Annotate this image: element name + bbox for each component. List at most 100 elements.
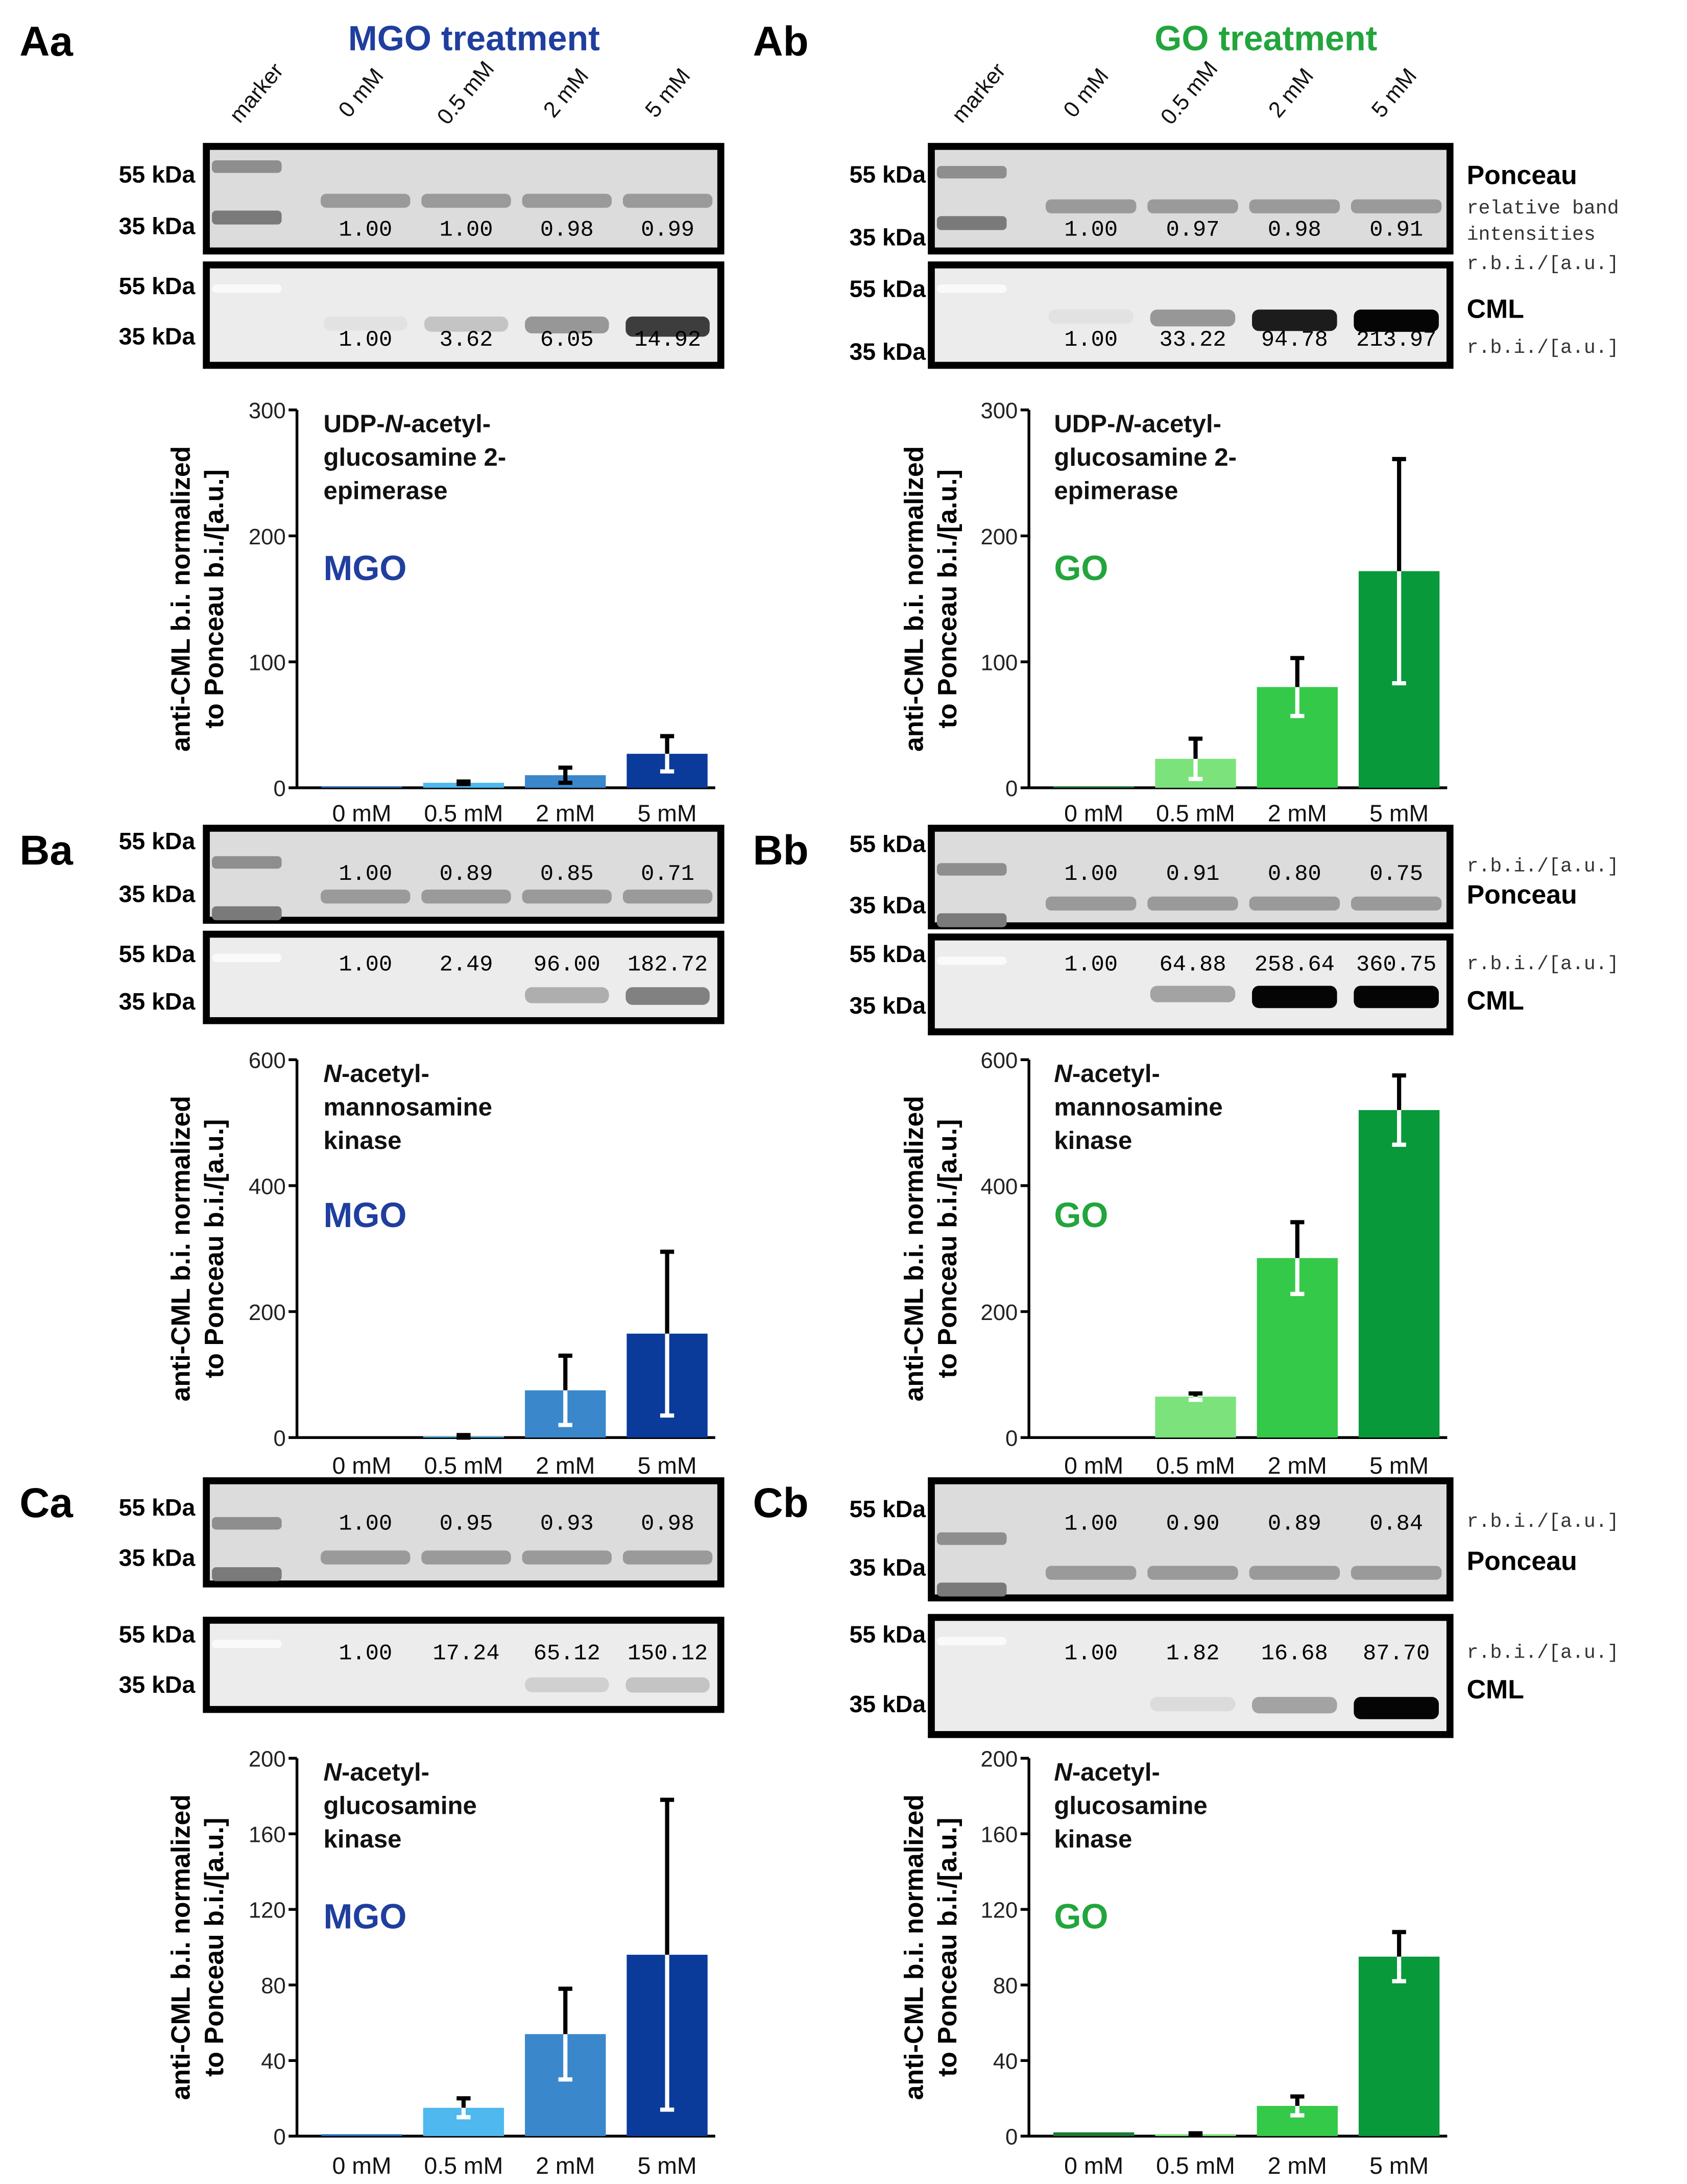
cml-band [1150,986,1236,1002]
y-tick-label: 0 [273,2125,285,2150]
cml-band [1354,309,1439,332]
y-tick-label: 200 [980,524,1018,549]
cml-rbi-value: 2.49 [440,952,493,977]
bar-0 [1053,2132,1135,2137]
blot-panel-Aa: Aa marker 0 mM 0.5 mM 2 mM 5 mM 1.00 1.00 0.98 0.… [19,18,725,369]
kda-35-label: 35 kDa [849,224,926,251]
panel-label-Ab: Ab [753,18,809,65]
y-axis-title: to Ponceau b.i./[a.u.] [932,1119,962,1378]
chart-title-line: N-acetyl- [323,1060,429,1088]
go-treatment-header: GO treatment [1154,19,1377,58]
chart-Bb: 0 200 400 600 0 mM 0.5 mM 2 mM 5 mM N-acetyl-man… [899,1048,1448,1479]
ponceau-band [622,1550,713,1565]
blot-panel-Ca: Ca 1.00 0.95 0.93 0.98 1.00 17.24 65.12 150.12 55… [19,1477,725,1713]
cml-band [1354,986,1439,1009]
ponceau-rbi-value: 1.00 [339,862,392,887]
kda-35-label: 35 kDa [849,892,926,919]
ponceau-band [1249,1566,1340,1580]
cml-band [525,1677,609,1692]
y-tick-label: 200 [249,1747,286,1772]
chart-title-line: glucosamine 2- [323,444,506,471]
ponceau-side-label: Ponceau [1467,1546,1577,1576]
marker-band-cml [212,1640,282,1648]
cml-rbi-value: 213.97 [1356,328,1436,353]
lane-label: 5 mM [640,63,695,122]
y-tick-label: 600 [249,1048,286,1073]
kda-55-label: 55 kDa [849,161,926,188]
chart-title-line: N-acetyl- [1054,1060,1160,1088]
y-axis-title: anti-CML b.i. normalized [165,1794,195,2100]
ponceau-band [1351,199,1442,213]
title-italic-span: N [323,1060,342,1088]
chart-title-line: UDP-N-acetyl- [323,410,491,438]
title-italic-span: N [323,1759,342,1786]
marker-band-cml [936,956,1007,965]
ponceau-band [321,194,411,208]
y-tick-label: 0 [273,1426,285,1451]
ponceau-band [622,890,713,904]
cml-side-label: CML [1467,294,1524,324]
x-tick-label: 2 mM [536,2152,595,2179]
rbi-abbr-label: r.b.i./[a.u.] [1467,1511,1619,1533]
ponceau-blot [203,1477,725,1588]
chart-title-line: epimerase [323,477,447,505]
marker-band-cml [936,284,1007,293]
x-tick-label: 0 mM [332,2152,392,2179]
cml-band [525,316,609,333]
bar-3 [1358,1956,1440,2137]
rbi-abbr-label: r.b.i./[a.u.] [1467,856,1619,878]
marker-band-cml [212,953,282,963]
chart-title-line: mannosamine [1054,1093,1222,1121]
x-tick-label: 2 mM [536,1452,595,1479]
y-tick-label: 160 [249,1822,286,1847]
cml-rbi-value: 150.12 [628,1641,708,1666]
mgo-treatment-header: MGO treatment [348,19,600,58]
kda-55-label: 55 kDa [849,276,926,302]
x-tick-label: 0.5 mM [424,800,503,826]
panel-label-Bb: Bb [753,827,809,874]
cml-rbi-value: 1.00 [1064,1641,1118,1666]
cml-band [1150,1697,1236,1712]
kda-35-label: 35 kDa [119,988,196,1015]
chart-title-line: mannosamine [323,1093,492,1121]
kda-55-label: 55 kDa [849,941,926,967]
lane-label: 0 mM [333,63,389,122]
ponceau-band [522,1550,612,1565]
cml-rbi-value: 96.00 [534,952,600,977]
chart-title-line: kinase [1054,1826,1132,1853]
lane-label: marker [947,58,1010,128]
ponceau-side-label: Ponceau [1467,879,1577,909]
cml-rbi-value: 14.92 [634,328,701,353]
rbi-abbr-label: r.b.i./[a.u.] [1467,253,1619,275]
chart-title-line: glucosamine [1054,1792,1207,1819]
x-tick-label: 5 mM [1369,800,1429,826]
cml-rbi-value: 1.00 [1064,328,1118,353]
marker-band-cml [936,1637,1007,1646]
figure-layer: MGO treatment GO treatment Aa marker 0 mM 0.5… [19,18,1619,2179]
x-tick-label: 0 mM [1064,2152,1123,2179]
marker-band-55 [212,160,282,173]
ponceau-band [1147,896,1238,911]
ponceau-band [1351,1566,1442,1580]
x-tick-label: 0.5 mM [1156,2152,1235,2179]
cml-band [323,316,408,331]
y-tick-label: 40 [261,2049,286,2074]
cml-rbi-value: 16.68 [1261,1641,1328,1666]
ponceau-blot [928,142,1454,255]
treatment-tag: MGO [323,1196,406,1235]
cml-rbi-value: 33.22 [1159,328,1226,353]
lane-label: 2 mM [1263,63,1318,122]
kda-55-label: 55 kDa [119,273,196,299]
ponceau-side-label: Ponceau [1467,160,1577,189]
ponceau-band [321,1550,411,1565]
rbi-abbr-label: r.b.i./[a.u.] [1467,337,1619,359]
ponceau-band [522,194,612,208]
y-tick-label: 300 [980,398,1018,423]
y-tick-label: 120 [249,1898,286,1923]
rbi-abbr-label: r.b.i./[a.u.] [1467,953,1619,975]
title-span: -acetyl- [342,1759,429,1786]
blot-panel-Bb: Bb 1.00 0.91 0.80 0.75 1.00 64.88 258.64 360.75 5… [753,825,1619,1036]
panel-label-Cb: Cb [753,1480,809,1526]
